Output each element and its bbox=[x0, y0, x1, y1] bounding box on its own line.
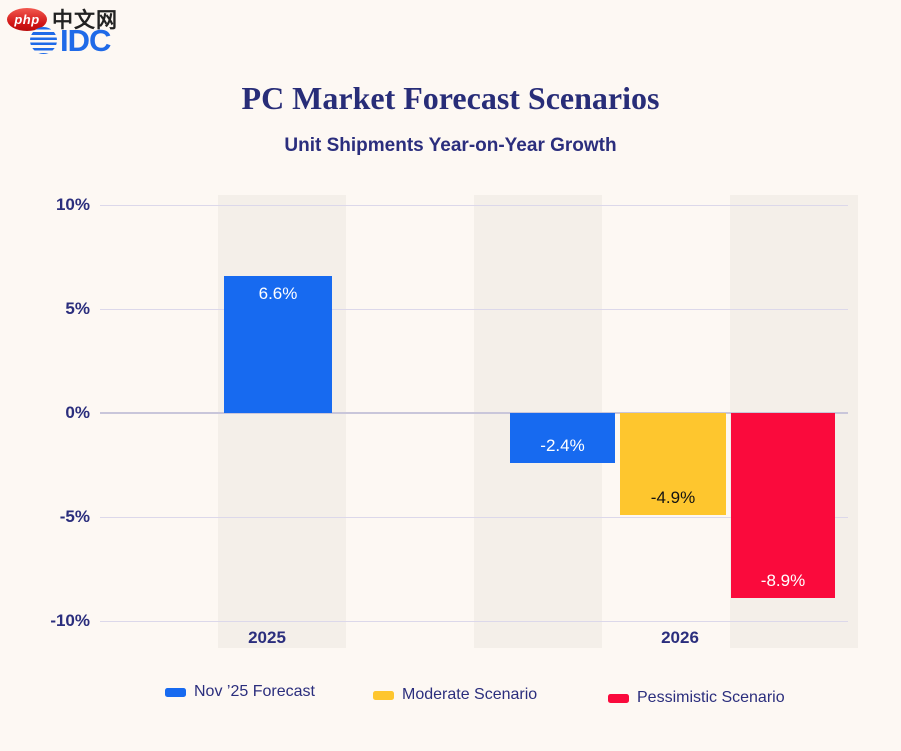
legend-item-moderate-scenario[interactable]: Moderate Scenario bbox=[373, 685, 537, 705]
bar-value-label: 6.6% bbox=[258, 284, 298, 303]
x-tick-label-2025: 2025 bbox=[248, 628, 286, 647]
bar-2025-nov-25-forecast[interactable]: 6.6% bbox=[224, 276, 332, 413]
idc-logo[interactable]: IDC bbox=[30, 23, 111, 58]
y-tick-label: 10% bbox=[55, 195, 90, 214]
gridline bbox=[100, 621, 848, 622]
legend-swatch-red bbox=[608, 693, 629, 703]
legend-label: Nov ’25 Forecast bbox=[194, 683, 315, 700]
y-tick-label: -5% bbox=[59, 507, 90, 526]
php-logo-sitename: 中文网 bbox=[52, 9, 118, 32]
zero-gridline bbox=[100, 412, 848, 414]
plot-stripe bbox=[218, 195, 346, 648]
y-tick-label: -10% bbox=[50, 611, 90, 630]
bar-2026-pessimistic-scenario[interactable]: -8.9% bbox=[731, 413, 835, 598]
bar-2026-moderate-scenario[interactable]: -4.9% bbox=[620, 413, 726, 515]
bar-value-label: -4.9% bbox=[650, 488, 696, 507]
legend-label: Pessimistic Scenario bbox=[637, 689, 785, 706]
gridline bbox=[100, 309, 848, 310]
y-tick-label: 0% bbox=[65, 403, 90, 422]
bar-value-label: -8.9% bbox=[760, 571, 806, 590]
gridline bbox=[100, 205, 848, 206]
idc-globe-icon bbox=[30, 27, 57, 54]
y-tick-label: 5% bbox=[65, 299, 90, 318]
chart-subtitle: Unit Shipments Year-on-Year Growth bbox=[284, 135, 617, 156]
legend-swatch-yellow bbox=[373, 690, 394, 700]
gridline bbox=[100, 517, 848, 518]
bar-value-label: -2.4% bbox=[540, 436, 585, 455]
legend-swatch-blue bbox=[165, 687, 186, 697]
idc-logo-text: IDC bbox=[60, 23, 111, 58]
php-cn-logo[interactable]: php 中文网 bbox=[7, 4, 118, 34]
legend-item-nov-25-forecast[interactable]: Nov ’25 Forecast bbox=[165, 682, 315, 702]
legend-item-pessimistic-scenario[interactable]: Pessimistic Scenario bbox=[608, 688, 785, 708]
bar-2026-nov-25-forecast[interactable]: -2.4% bbox=[510, 413, 615, 463]
x-tick-label-2026: 2026 bbox=[661, 628, 699, 647]
php-logo-badge: php bbox=[7, 7, 47, 31]
chart-title: PC Market Forecast Scenarios bbox=[241, 80, 660, 116]
legend-label: Moderate Scenario bbox=[402, 686, 538, 703]
